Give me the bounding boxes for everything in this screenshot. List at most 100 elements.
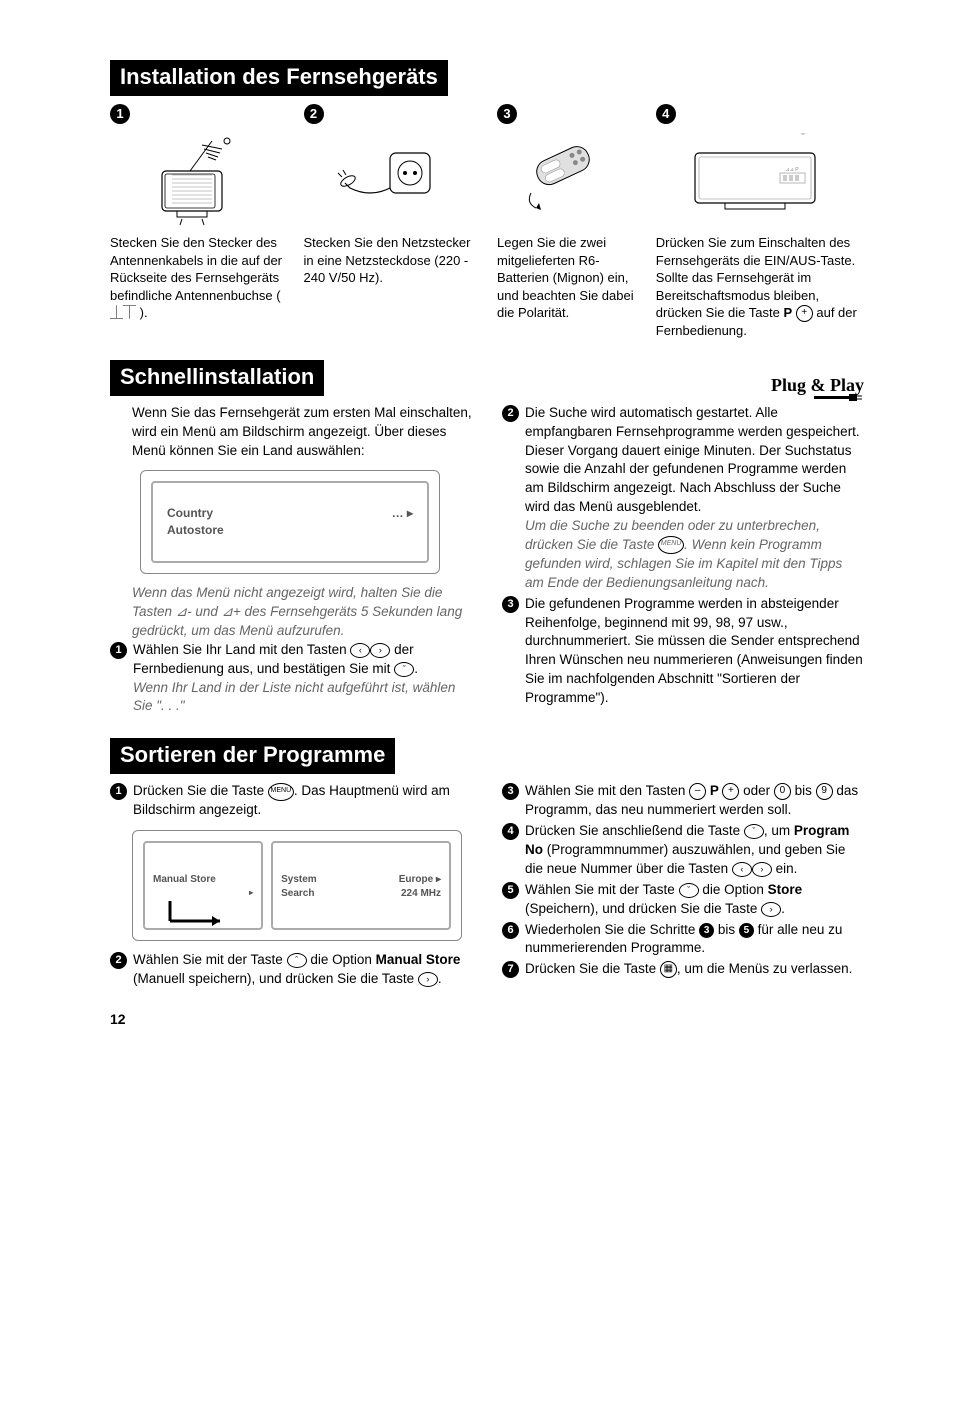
left-key-icon: ‹ xyxy=(732,862,752,877)
sort-li2-c: (Manuell speichern), und drücken Sie die… xyxy=(133,971,418,986)
nine-key-icon: 9 xyxy=(816,783,833,800)
minus-key-icon: – xyxy=(689,783,706,800)
menu-manual-label: Manual Store xyxy=(153,873,253,887)
sort-li7-b: , um die Menüs zu verlassen. xyxy=(677,961,853,976)
install-step-4: 4 ⊿⊿ P Drücken Sie zum Ei xyxy=(656,104,864,340)
sort-li7-a: Drücken Sie die Taste xyxy=(525,961,660,976)
step-1-text: Stecken Sie den Stecker des Antennenkabe… xyxy=(110,234,284,322)
sort-li2-b: die Option xyxy=(307,952,376,967)
install-section: Installation des Fernsehgeräts 1 xyxy=(110,60,864,340)
schnell-li1-a: Wählen Sie Ihr Land mit den Tasten xyxy=(133,642,350,657)
menu-mhz-label: 224 MHz xyxy=(401,887,441,901)
sort-li4-b: , um xyxy=(764,823,794,838)
install-step-2: 2 Stecken Sie den Netzstecker in eine Ne… xyxy=(304,104,478,340)
install-step-3: 3 xyxy=(497,104,636,340)
schnell-item-3: 3 Die gefundenen Programme werden in abs… xyxy=(502,595,864,708)
sort-col-right: 3 Wählen Sie mit den Tasten – P + oder 0… xyxy=(502,782,864,991)
sort-li5-a: Wählen Sie mit der Taste xyxy=(525,882,679,897)
schnell-title: Schnellinstallation xyxy=(110,360,324,396)
grid-key-icon: ▦ xyxy=(660,961,677,978)
sort-li5-d: . xyxy=(781,901,785,916)
p-key-label: P xyxy=(783,305,792,320)
svg-text:⊿⊿ P: ⊿⊿ P xyxy=(785,167,799,173)
sort-li2-bold: Manual Store xyxy=(376,952,461,967)
sort-li4-d: ein. xyxy=(772,861,798,876)
sort-li3-a: Wählen Sie mit den Tasten xyxy=(525,783,689,798)
sort-li2-a: Wählen Sie mit der Taste xyxy=(133,952,287,967)
sort-columns: 1 Drücken Sie die Taste MENU. Das Hauptm… xyxy=(110,782,864,991)
menu-key-icon: MENU xyxy=(658,536,684,554)
right-key-icon: › xyxy=(418,972,438,987)
manual-store-menu-screenshot: Manual Store ▸ xyxy=(132,830,462,941)
right-key-icon: › xyxy=(761,902,781,917)
sort-col-left: 1 Drücken Sie die Taste MENU. Das Hauptm… xyxy=(110,782,472,991)
left-key-icon: ‹ xyxy=(350,643,370,658)
menu-europe-label: Europe ▸ xyxy=(399,873,441,887)
menu-country-label: Country xyxy=(167,505,213,522)
menu-system-label: System xyxy=(281,873,317,887)
sort-item-6: 6 Wiederholen Sie die Schritte 3 bis 5 f… xyxy=(502,921,864,959)
schnell-item-2: 2 Die Suche wird automatisch gestartet. … xyxy=(502,404,864,593)
step-2-number: 2 xyxy=(304,104,324,124)
step-3-number: 3 xyxy=(497,104,517,124)
sort-li5-c: (Speichern), und drücken Sie die Taste xyxy=(525,901,761,916)
page-number: 12 xyxy=(110,1011,864,1027)
schnell-columns: Wenn Sie das Fernsehgerät zum ersten Mal… xyxy=(110,404,864,719)
right-key-icon: › xyxy=(370,643,390,658)
sort-item-5: 5 Wählen Sie mit der Taste ˇ die Option … xyxy=(502,881,864,919)
schnell-intro: Wenn Sie das Fernsehgerät zum ersten Mal… xyxy=(110,404,472,461)
menu-dots: … ▸ xyxy=(392,505,413,522)
schnell-li1-note: Wenn Ihr Land in der Liste nicht aufgefü… xyxy=(133,679,472,717)
page: Installation des Fernsehgeräts 1 xyxy=(0,0,954,1067)
menu-search-label: Search xyxy=(281,887,314,901)
menu-arrow-icon xyxy=(165,896,225,926)
p-key-label: P xyxy=(706,783,722,798)
sort-title: Sortieren der Programme xyxy=(110,738,395,774)
step-3-text: Legen Sie die zwei mitgelieferten R6-Bat… xyxy=(497,234,636,322)
sort-li4-a: Drücken Sie anschließend die Taste xyxy=(525,823,744,838)
zero-key-icon: 0 xyxy=(774,783,791,800)
plus-key-icon: + xyxy=(722,783,739,800)
tv-standby-icon: ⊿⊿ P xyxy=(656,128,864,228)
install-step-1: 1 xyxy=(110,104,284,340)
sort-li5-bold: Store xyxy=(768,882,803,897)
up-key-icon: ˆ xyxy=(287,953,307,968)
tv-antenna-icon xyxy=(110,128,284,228)
sort-li1-a: Drücken Sie die Taste xyxy=(133,783,268,798)
sort-li2-d: . xyxy=(438,971,442,986)
schnell-li2-text: Die Suche wird automatisch gestartet. Al… xyxy=(525,405,860,514)
power-plug-icon xyxy=(304,128,478,228)
sort-li3-b: oder xyxy=(739,783,774,798)
sort-section: Sortieren der Programme 1 Drücken Sie di… xyxy=(110,738,864,991)
schnell-li1-c: . xyxy=(414,661,418,676)
schnell-col-left: Wenn Sie das Fernsehgerät zum ersten Mal… xyxy=(110,404,472,719)
step-2-text: Stecken Sie den Netzstecker in eine Netz… xyxy=(304,234,478,287)
step-1-number: 1 xyxy=(110,104,130,124)
schnell-col-right: 2 Die Suche wird automatisch gestartet. … xyxy=(502,404,864,719)
sort-item-4: 4 Drücken Sie anschließend die Taste ˇ, … xyxy=(502,822,864,879)
sort-li6-a: Wiederholen Sie die Schritte xyxy=(525,922,699,937)
menu-key-icon: MENU xyxy=(268,783,294,801)
plus-key-icon: + xyxy=(796,305,813,322)
down-key-icon: ˇ xyxy=(679,883,699,898)
down-key-icon: ˇ xyxy=(394,662,414,677)
schnell-note1: Wenn das Menü nicht angezeigt wird, halt… xyxy=(110,584,472,641)
right-key-icon: › xyxy=(752,862,772,877)
sort-item-2: 2 Wählen Sie mit der Taste ˆ die Option … xyxy=(110,951,472,989)
sort-item-3: 3 Wählen Sie mit den Tasten – P + oder 0… xyxy=(502,782,864,820)
install-row: 1 xyxy=(110,104,864,340)
sort-li5-b: die Option xyxy=(699,882,768,897)
down-key-icon: ˇ xyxy=(744,824,764,839)
plug-and-play-logo: Plug & Play xyxy=(744,375,864,404)
menu-autostore-label: Autostore xyxy=(167,522,413,539)
country-menu-screenshot: Country … ▸ Autostore xyxy=(140,470,440,574)
sort-li3-c: bis xyxy=(791,783,816,798)
sort-item-1: 1 Drücken Sie die Taste MENU. Das Hauptm… xyxy=(110,782,472,820)
install-title: Installation des Fernsehgeräts xyxy=(110,60,448,96)
sort-li6-b: bis xyxy=(714,922,739,937)
step-4-number: 4 xyxy=(656,104,676,124)
schnell-item-1: 1 Wählen Sie Ihr Land mit den Tasten ‹› … xyxy=(110,641,472,717)
step-4-text: Drücken Sie zum Einschalten des Fernsehg… xyxy=(656,234,864,340)
schnell-section: Schnellinstallation Plug & Play Wenn Sie… xyxy=(110,360,864,719)
remote-batteries-icon xyxy=(497,128,636,228)
